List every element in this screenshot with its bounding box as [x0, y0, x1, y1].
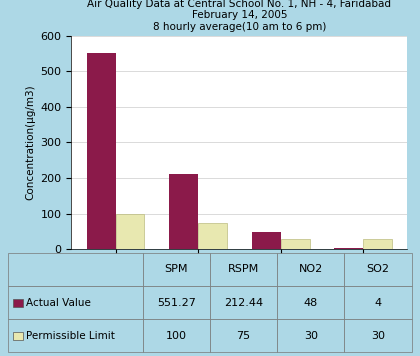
- Bar: [281, 239, 310, 249]
- Text: Permissible Limit: Permissible Limit: [26, 331, 115, 341]
- Y-axis label: Concentration(µg/m3): Concentration(µg/m3): [25, 85, 35, 200]
- Bar: [252, 232, 281, 249]
- Text: Actual Value: Actual Value: [26, 298, 91, 308]
- Bar: [334, 248, 363, 249]
- Text: SPM: SPM: [165, 265, 188, 274]
- Text: NO2: NO2: [299, 265, 323, 274]
- Text: 48: 48: [304, 298, 318, 308]
- Text: RSPM: RSPM: [228, 265, 259, 274]
- Bar: [169, 174, 198, 249]
- Bar: [198, 222, 227, 249]
- Bar: [116, 214, 144, 249]
- Text: SO2: SO2: [367, 265, 389, 274]
- Title: Air Quality Data at Central School No. 1, NH - 4, Faridabad
February 14, 2005
8 : Air Quality Data at Central School No. 1…: [87, 0, 391, 32]
- Bar: [87, 53, 116, 249]
- Text: 75: 75: [236, 331, 251, 341]
- Bar: [363, 239, 392, 249]
- Text: 100: 100: [166, 331, 187, 341]
- Text: 30: 30: [304, 331, 318, 341]
- Text: 4: 4: [375, 298, 381, 308]
- Text: 30: 30: [371, 331, 385, 341]
- Text: 212.44: 212.44: [224, 298, 263, 308]
- Text: 551.27: 551.27: [157, 298, 196, 308]
